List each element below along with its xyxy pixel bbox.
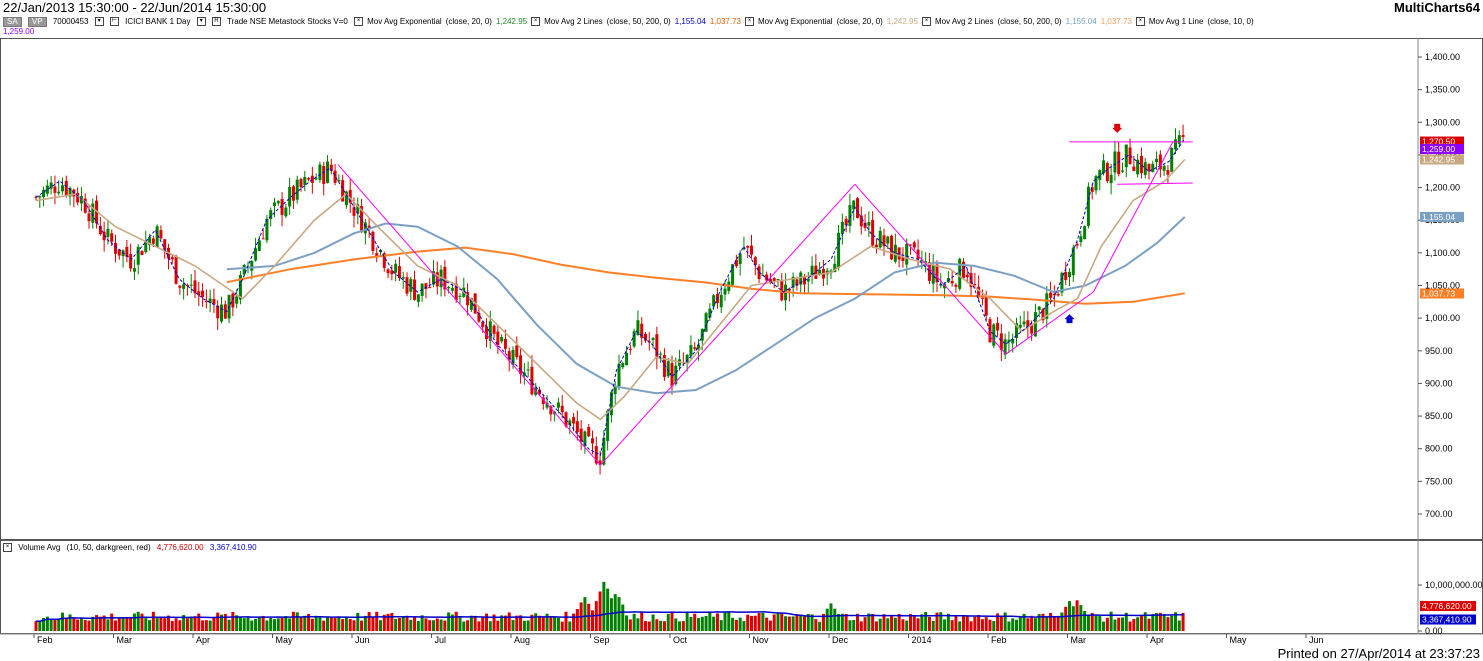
close-icon[interactable]: ×: [921, 17, 931, 27]
study-value: 1,037.73: [709, 17, 741, 26]
account-label: 70000453: [52, 17, 89, 26]
vp-chip[interactable]: VP: [27, 17, 47, 27]
study-name: Mov Avg Exponential: [757, 17, 833, 26]
study-params: (close, 20, 0): [836, 17, 883, 26]
study-value: 1,242.95: [886, 17, 918, 26]
time-tick-label: Apr: [1150, 635, 1164, 645]
study-value: 1,242.95: [495, 17, 528, 26]
study-name: Mov Avg 1 Line: [1148, 17, 1204, 26]
study-params: (close, 10, 0): [1207, 17, 1254, 26]
study-value: 1,037.73: [1100, 17, 1132, 26]
time-tick-label: Jun: [1309, 635, 1324, 645]
study-value: 1,155.04: [1065, 17, 1097, 26]
time-tick-label: Oct: [673, 635, 688, 645]
time-tick-label: Mar: [1071, 635, 1087, 645]
time-tick-label: 2014: [912, 635, 932, 645]
study-name: Mov Avg 2 Lines: [544, 17, 603, 26]
symbol-label: ICICI BANK 1 Day: [125, 17, 191, 26]
time-tick-label: Sep: [594, 635, 610, 645]
time-tick-label: Feb: [991, 635, 1007, 645]
time-tick-label: May: [1230, 635, 1248, 645]
resolution-icon[interactable]: R: [211, 17, 221, 27]
price-pane[interactable]: [0, 38, 1483, 540]
symbol-toggle-icon[interactable]: ⊢: [109, 17, 119, 27]
time-tick-label: Nov: [753, 635, 770, 645]
study-params: (close, 20, 0): [445, 17, 492, 26]
close-icon[interactable]: ×: [354, 17, 364, 27]
volume-study-name: Volume Avg: [18, 543, 61, 552]
volume-pane[interactable]: [0, 540, 1483, 634]
dropdown-icon[interactable]: ▾: [94, 17, 104, 27]
time-tick-label: Jul: [435, 635, 447, 645]
time-tick-label: Mar: [117, 635, 133, 645]
time-tick-label: Feb: [37, 635, 53, 645]
study-params: (close, 50, 200, 0): [606, 17, 671, 26]
study-params: (close, 50, 200, 0): [997, 17, 1062, 26]
volume-legend: × Volume Avg (10, 50, darkgreen, red) 4,…: [3, 543, 261, 553]
volume-study-params: (10, 50, darkgreen, red): [66, 543, 151, 552]
close-icon[interactable]: ×: [531, 17, 541, 27]
study-value: 1,155.04: [674, 17, 706, 26]
time-tick-label: Aug: [514, 635, 530, 645]
time-tick-label: May: [276, 635, 294, 645]
time-tick-label: Apr: [196, 635, 210, 645]
symbol-details: Trade NSE Metastock Stocks V=0: [227, 17, 348, 26]
close-icon[interactable]: ×: [744, 17, 754, 27]
volume-value-fast: 4,776,620.00: [156, 543, 204, 552]
study-name: Mov Avg 2 Lines: [934, 17, 994, 26]
title-bar: 22/Jan/2013 15:30:00 - 22/Jun/2014 15:30…: [0, 0, 1483, 16]
study-name: Mov Avg Exponential: [367, 17, 442, 26]
last-value: 1,259.00: [3, 27, 35, 36]
close-icon[interactable]: ×: [1135, 17, 1145, 27]
chart-legend: SA VP 70000453 ▾ ⊢ ICICI BANK 1 Day ▾ R …: [3, 17, 1413, 37]
dropdown-icon[interactable]: ▾: [196, 17, 206, 27]
volume-value-slow: 3,367,410.90: [209, 543, 257, 552]
print-footer: Printed on 27/Apr/2014 at 23:37:23: [1277, 646, 1480, 661]
time-tick-label: Dec: [832, 635, 849, 645]
close-icon[interactable]: ×: [3, 543, 12, 553]
study-list: × Mov Avg Exponential (close, 20, 0) 1,242.…: [354, 17, 1258, 27]
sa-chip[interactable]: SA: [3, 17, 22, 27]
time-tick-label: Jun: [355, 635, 370, 645]
date-range: 22/Jan/2013 15:30:00 - 22/Jun/2014 15:30…: [3, 0, 267, 15]
app-name: MultiCharts64: [1394, 0, 1480, 15]
